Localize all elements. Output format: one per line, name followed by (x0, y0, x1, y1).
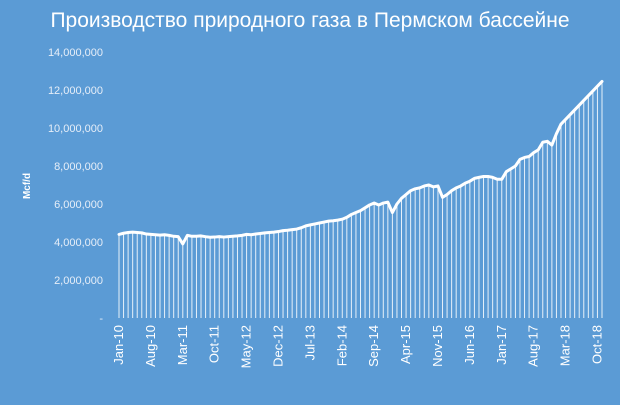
x-tick-label: Mar-18 (558, 325, 573, 366)
y-tick-label: 6,000,000 (54, 199, 103, 211)
x-tick-label: Jan-17 (494, 325, 509, 365)
y-tick-label: 12,000,000 (48, 85, 103, 97)
y-axis: - 2,000,000 4,000,000 6,000,000 8,000,000 10,… (48, 47, 103, 325)
value-bars (118, 81, 603, 318)
x-tick-label: Apr-15 (398, 325, 413, 364)
x-tick-label: Jan-10 (111, 325, 126, 365)
x-tick-label: Nov-15 (430, 325, 445, 367)
y-tick-label: - (99, 313, 103, 325)
x-tick-label: Jun-16 (462, 325, 477, 365)
y-tick-label: 10,000,000 (48, 123, 103, 135)
x-tick-label: Sep-14 (366, 325, 381, 367)
y-axis-label: Mcf/d (22, 173, 33, 199)
x-tick-label: Aug-10 (143, 325, 158, 367)
x-tick-label: Mar-11 (175, 325, 190, 365)
chart-title: Производство природного газа в Пермском … (50, 9, 570, 32)
x-axis: Jan-10 Aug-10 Mar-11 Oct-11 May-12 Dec-12 Jul-… (111, 325, 604, 368)
x-tick-label: Feb-14 (334, 325, 349, 366)
x-tick-label: Oct-18 (589, 325, 604, 364)
y-tick-label: 4,000,000 (54, 237, 103, 249)
series-line (117, 79, 604, 246)
x-tick-label: May-12 (239, 325, 254, 368)
y-tick-label: 14,000,000 (48, 47, 103, 59)
x-tick-label: Aug-17 (526, 325, 541, 367)
y-tick-label: 2,000,000 (54, 275, 103, 287)
x-tick-label: Oct-11 (207, 325, 222, 363)
x-tick-label: Dec-12 (270, 325, 285, 367)
y-tick-label: 8,000,000 (54, 161, 103, 173)
x-tick-label: Jul-13 (302, 325, 317, 360)
series-line-group (117, 79, 604, 246)
